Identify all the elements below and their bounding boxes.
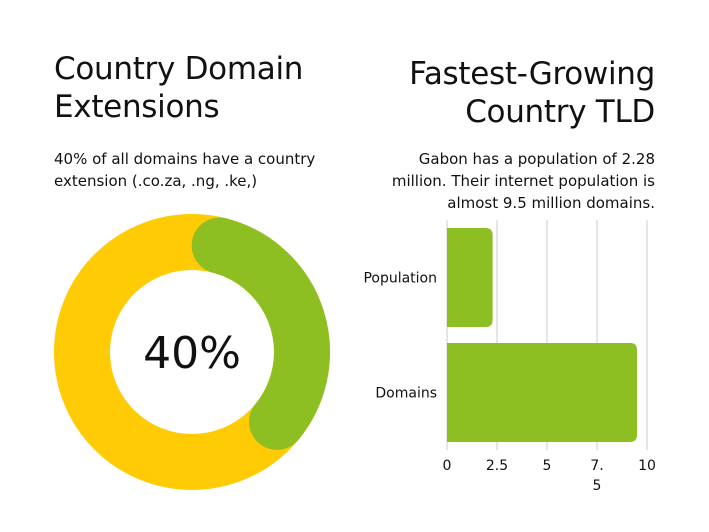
bar-x-tick-label: 10 xyxy=(638,458,656,474)
donut-center-label: 40% xyxy=(143,328,241,379)
bar-chart-subtitle: Gabon has a population of 2.28 million. … xyxy=(355,148,655,214)
donut-chart-subtitle: 40% of all domains have a country extens… xyxy=(54,148,354,192)
donut-subtitle-line-1: 40% of all domains have a country xyxy=(54,150,316,168)
bar-chart-title: Fastest-Growing Country TLD xyxy=(335,55,655,131)
donut-title-line-2: Extensions xyxy=(54,89,220,125)
bar-x-tick-label: 5 xyxy=(543,458,552,474)
bar-x-tick-label: 0 xyxy=(443,458,452,474)
bar-x-tick-label: 7. 5 xyxy=(590,458,603,494)
donut-chart-title: Country Domain Extensions xyxy=(54,50,364,126)
donut-title-line-1: Country Domain xyxy=(54,51,304,87)
bar-category-label: Domains xyxy=(375,386,437,402)
bar-x-tick-label: 2.5 xyxy=(486,458,508,474)
bar-population xyxy=(447,228,493,327)
bar-category-label: Population xyxy=(363,271,437,287)
bar-domains xyxy=(447,343,637,442)
bar-title-line-1: Fastest-Growing xyxy=(409,56,655,92)
donut-subtitle-line-2: extension (.co.za, .ng, .ke,) xyxy=(54,172,258,190)
donut-slice-country-extensions xyxy=(191,217,330,450)
bar-chart: Population Domains 0 2.5 5 7. 5 10 xyxy=(363,220,656,494)
bar-title-line-2: Country TLD xyxy=(465,94,655,130)
bar-subtitle-line-3: almost 9.5 million domains. xyxy=(447,194,655,212)
bar-subtitle-line-2: million. Their internet population is xyxy=(391,172,655,190)
bar-subtitle-line-1: Gabon has a population of 2.28 xyxy=(418,150,655,168)
donut-chart: 40% xyxy=(54,214,330,490)
